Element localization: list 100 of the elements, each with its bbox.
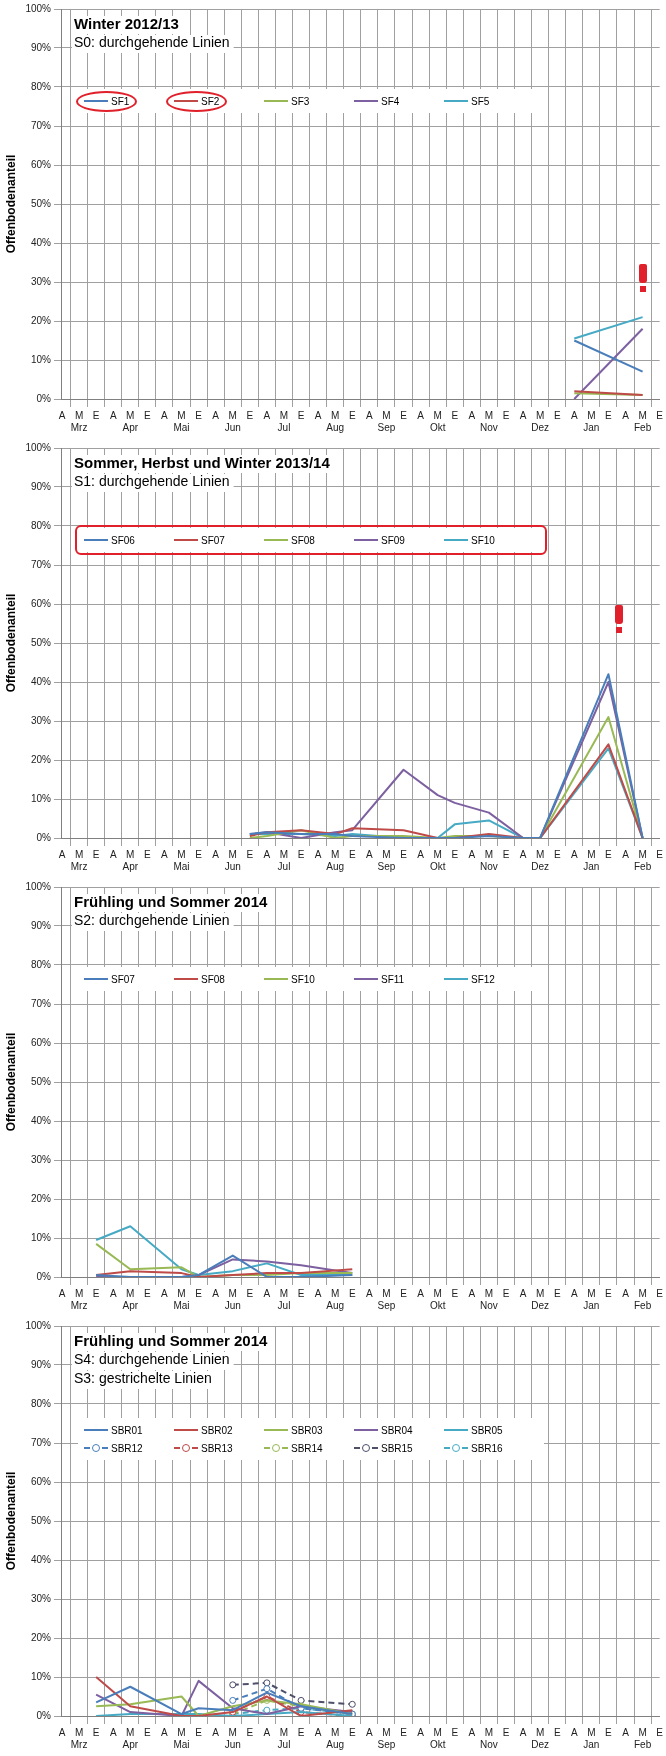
x-tick-label: M Jan [583,848,600,872]
x-tick-label: A [570,409,578,421]
x-tick-label: A [366,1287,374,1299]
x-tick-label: E [656,1287,664,1299]
legend-label: SBR03 [290,1424,323,1436]
legend-label: SF3 [290,95,310,107]
x-tick-label: E [451,848,459,860]
x-tick-label: A [58,1726,66,1738]
x-tick-label: A [314,409,322,421]
legend-label: SBR01 [110,1424,143,1436]
y-tick-label: 80% [30,958,52,970]
y-tick-label: 60% [30,1475,52,1487]
text: S1: durchgehende Linien [73,472,230,489]
chart-title: Sommer, Herbst und Winter 2013/14 [73,453,331,471]
x-tick-label: A [161,409,169,421]
y-tick-label: 20% [30,1192,52,1204]
y-tick-label: 50% [30,197,52,209]
x-tick-label: E [144,409,152,421]
x-tick-label: A [570,1726,578,1738]
x-tick-label: E [297,1287,305,1299]
x-tick-label: M Aug [326,1726,345,1750]
x-tick-label: A [263,1726,271,1738]
x-tick-label: M Jan [583,1726,600,1750]
y-tick-label: 90% [30,41,52,53]
y-tick-label: 80% [30,80,52,92]
x-tick-label: E [246,409,254,421]
x-tick-label: A [366,1726,374,1738]
legend-label: SF08 [290,534,315,546]
y-tick-label: 20% [30,753,52,765]
x-tick-label: M Dez [531,409,550,433]
x-tick-label: E [605,1287,613,1299]
x-tick-label: A [161,1287,169,1299]
x-tick-label: M Mrz [70,1726,88,1750]
x-tick-label: M Sep [377,1726,396,1750]
y-tick-label: 40% [30,236,52,248]
legend-label: SBR16 [470,1442,503,1454]
x-tick-label: A [622,1287,630,1299]
x-tick-label: E [400,848,408,860]
x-tick-label: A [109,1287,117,1299]
x-tick-label: E [297,1726,305,1738]
x-tick-label: A [58,1287,66,1299]
x-tick-label: M Mai [173,848,190,872]
chart-title: Frühling und Sommer 2014 [73,1331,268,1349]
y-tick-label: 100% [25,441,52,453]
x-tick-label: A [109,848,117,860]
x-tick-label: A [263,409,271,421]
y-tick-label: 10% [30,353,52,365]
x-tick-label: A [314,1726,322,1738]
x-tick-label: A [263,848,271,860]
x-tick-label: E [553,848,561,860]
legend-label: SF07 [110,973,135,985]
y-axis-title: Offenbodenanteil [3,154,18,254]
x-tick-label: A [468,1287,476,1299]
x-tick-label: E [605,1726,613,1738]
y-tick-label: 70% [30,1436,52,1448]
x-tick-label: E [348,1287,356,1299]
x-tick-label: E [451,1287,459,1299]
x-tick-label: M Nov [480,409,498,433]
x-tick-label: E [656,848,664,860]
x-tick-label: M Nov [480,848,498,872]
y-tick-label: 10% [30,1231,52,1243]
x-tick-label: A [622,848,630,860]
y-tick-label: 100% [25,880,52,892]
x-tick-label: M Feb [633,1287,652,1311]
x-tick-label: E [297,848,305,860]
x-tick-label: A [468,409,476,421]
x-tick-label: M Dez [531,1287,550,1311]
y-tick-label: 80% [30,1397,52,1409]
x-tick-label: E [195,1287,203,1299]
x-tick-label: M Mai [173,1726,190,1750]
y-tick-label: 70% [30,558,52,570]
legend-label: SF10 [290,973,315,985]
y-tick-label: 90% [30,1358,52,1370]
x-tick-label: A [519,409,527,421]
x-tick-label: A [58,848,66,860]
x-tick-label: A [417,1726,425,1738]
x-tick-label: E [92,1726,100,1738]
x-tick-label: E [92,409,100,421]
y-tick-label: 10% [30,792,52,804]
x-tick-label: E [502,409,510,421]
x-tick-label: E [246,848,254,860]
x-tick-label: E [144,1726,152,1738]
y-tick-label: 0% [36,1709,52,1721]
legend-label: SF08 [200,973,225,985]
x-tick-label: E [195,1726,203,1738]
x-tick-label: A [468,848,476,860]
y-tick-label: 50% [30,636,52,648]
x-tick-label: E [451,1726,459,1738]
chart-title: Frühling und Sommer 2014 [73,892,268,910]
y-tick-label: 30% [30,1592,52,1604]
x-tick-label: M Mai [173,409,190,433]
x-tick-label: M Apr [122,1726,139,1750]
y-tick-label: 60% [30,158,52,170]
x-tick-label: A [570,1287,578,1299]
x-tick-label: M Okt [429,1726,446,1750]
legend-label: SF11 [380,973,405,985]
x-tick-label: A [109,1726,117,1738]
y-tick-label: 20% [30,314,52,326]
x-tick-label: E [656,409,664,421]
x-tick-label: A [161,848,169,860]
